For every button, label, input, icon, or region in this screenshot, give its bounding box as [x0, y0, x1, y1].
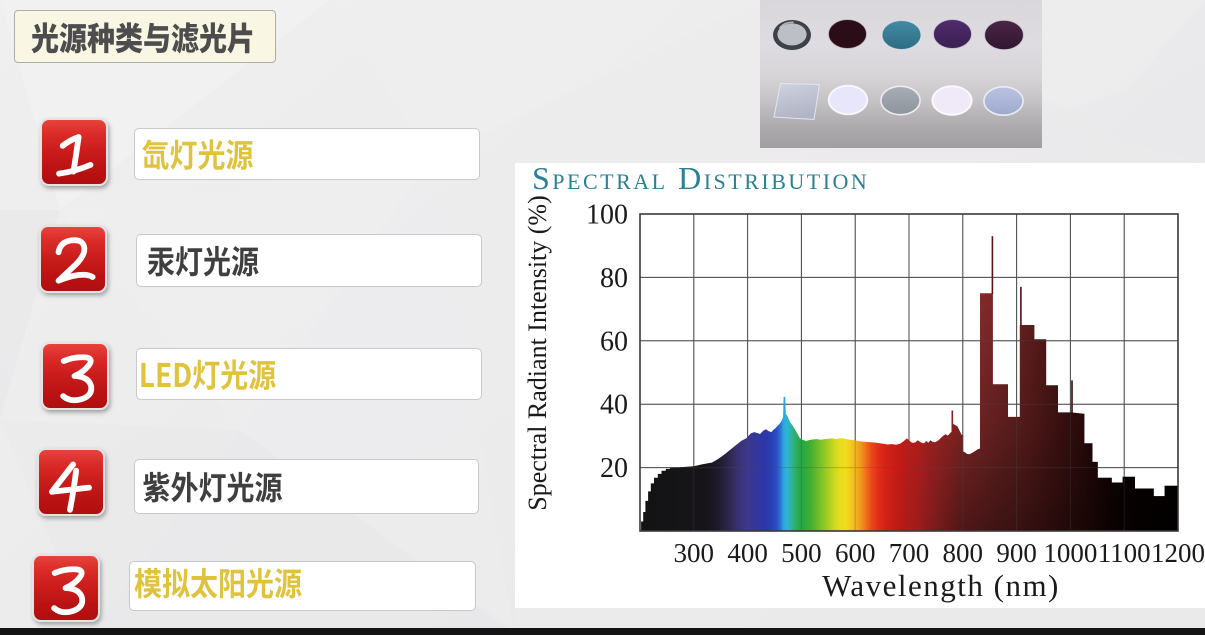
svg-text:900: 900 — [996, 538, 1037, 568]
svg-text:700: 700 — [889, 538, 930, 568]
svg-text:Spectral Distribution: Spectral Distribution — [532, 163, 869, 196]
svg-text:400: 400 — [727, 538, 768, 568]
svg-text:1000: 1000 — [1043, 538, 1097, 568]
svg-text:1100: 1100 — [1098, 538, 1151, 568]
svg-text:Spectral Radiant Intensity (%): Spectral Radiant Intensity (%) — [523, 195, 552, 511]
svg-text:60: 60 — [600, 326, 628, 357]
svg-text:300: 300 — [674, 538, 715, 568]
svg-text:800: 800 — [943, 538, 984, 568]
svg-text:40: 40 — [600, 390, 628, 421]
svg-text:80: 80 — [600, 263, 628, 294]
svg-text:1200: 1200 — [1151, 538, 1205, 568]
svg-text:20: 20 — [600, 453, 628, 484]
svg-text:Wavelength (nm): Wavelength (nm) — [822, 568, 1060, 603]
svg-text:100: 100 — [586, 200, 628, 231]
svg-text:600: 600 — [835, 538, 876, 568]
svg-text:500: 500 — [781, 538, 822, 568]
